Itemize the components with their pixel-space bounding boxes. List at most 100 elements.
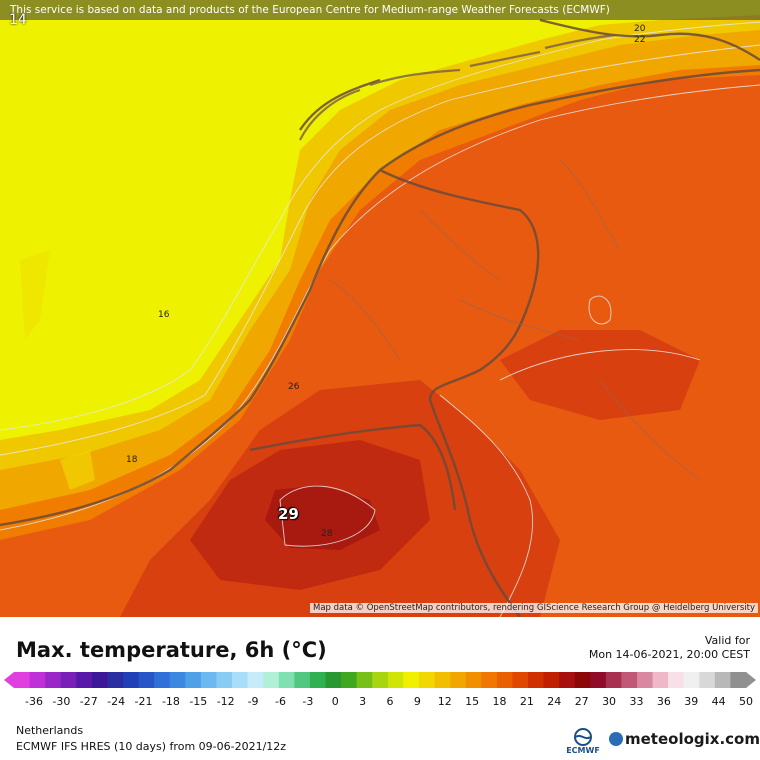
region-name: Netherlands bbox=[16, 724, 84, 737]
scale-swatch bbox=[481, 672, 498, 688]
scale-swatch bbox=[278, 672, 295, 688]
scale-tick-label: 9 bbox=[414, 695, 421, 708]
color-scale: -36 -30 -27 -24 -21 -18 -15 -12 -9 -6 -3 0 3 6 9 12 15 18… bbox=[0, 670, 760, 718]
scale-swatch bbox=[263, 672, 280, 688]
scale-swatch bbox=[699, 672, 716, 688]
scale-arrow-right bbox=[746, 672, 756, 688]
scale-arrow-left bbox=[4, 672, 14, 688]
scale-swatch bbox=[434, 672, 451, 688]
temperature-map[interactable]: This service is based on data and produc… bbox=[0, 0, 760, 617]
scale-tick-label: 50 bbox=[739, 695, 753, 708]
scale-swatch bbox=[294, 672, 311, 688]
ecmwf-logo[interactable]: ECMWF bbox=[563, 727, 603, 757]
scale-swatch bbox=[372, 672, 389, 688]
valid-for-label: Valid for bbox=[704, 634, 750, 647]
scale-tick-label: -15 bbox=[189, 695, 207, 708]
scale-swatch bbox=[668, 672, 685, 688]
scale-tick-label: -9 bbox=[248, 695, 259, 708]
scale-swatch bbox=[45, 672, 62, 688]
brand-name: meteologix.com bbox=[625, 730, 760, 748]
scale-tick-label: 27 bbox=[575, 695, 589, 708]
scale-swatch bbox=[496, 672, 513, 688]
ecmwf-logo-icon bbox=[574, 728, 592, 746]
scale-tick-label: 44 bbox=[712, 695, 726, 708]
scale-swatch bbox=[574, 672, 591, 688]
scale-swatch bbox=[14, 672, 31, 688]
map-canvas bbox=[0, 0, 760, 617]
contour-label: 22 bbox=[634, 35, 646, 45]
valid-date: Mon 14-06-2021, 20:00 CEST bbox=[588, 648, 750, 661]
scale-swatch bbox=[247, 672, 264, 688]
scale-tick-label: -30 bbox=[52, 695, 70, 708]
scale-swatch bbox=[60, 672, 77, 688]
map-title: Max. temperature, 6h (°C) bbox=[16, 638, 327, 662]
banner-text: This service is based on data and produc… bbox=[10, 4, 610, 16]
scale-tick-label: 36 bbox=[657, 695, 671, 708]
scale-tick-label: -6 bbox=[275, 695, 286, 708]
scale-tick-label: 6 bbox=[387, 695, 394, 708]
scale-tick-label: -18 bbox=[162, 695, 180, 708]
scale-swatch bbox=[138, 672, 155, 688]
scale-swatch bbox=[76, 672, 93, 688]
meteologix-logo[interactable]: meteologix.com bbox=[609, 730, 760, 748]
scale-swatch bbox=[309, 672, 326, 688]
scale-swatch bbox=[29, 672, 46, 688]
scale-tick-label: 18 bbox=[493, 695, 507, 708]
scale-swatch bbox=[652, 672, 669, 688]
scale-swatch bbox=[185, 672, 202, 688]
scale-swatch bbox=[387, 672, 404, 688]
scale-swatch bbox=[605, 672, 622, 688]
scale-swatch bbox=[91, 672, 108, 688]
scale-tick-label: -27 bbox=[80, 695, 98, 708]
scale-tick-label: 33 bbox=[629, 695, 643, 708]
scale-tick-label: 15 bbox=[465, 695, 479, 708]
scale-tick-label: -3 bbox=[302, 695, 313, 708]
contour-label: 28 bbox=[321, 529, 333, 539]
scale-tick-label: -24 bbox=[107, 695, 125, 708]
contour-label: 16 bbox=[158, 310, 170, 320]
contour-label: 20 bbox=[634, 24, 646, 34]
max-temperature-label: 29 bbox=[278, 505, 299, 523]
scale-swatch bbox=[730, 672, 747, 688]
scale-swatch bbox=[559, 672, 576, 688]
scale-swatch bbox=[232, 672, 249, 688]
scale-swatch bbox=[512, 672, 529, 688]
contour-label: 26 bbox=[288, 382, 300, 392]
scale-swatch bbox=[450, 672, 467, 688]
scale-tick-label: 3 bbox=[359, 695, 366, 708]
meteologix-icon bbox=[609, 732, 623, 746]
scale-swatch bbox=[590, 672, 607, 688]
scale-swatch bbox=[403, 672, 420, 688]
scale-swatch bbox=[123, 672, 140, 688]
contour-label: 18 bbox=[126, 455, 138, 465]
scale-tick-label: 30 bbox=[602, 695, 616, 708]
scale-swatch bbox=[621, 672, 638, 688]
scale-swatch bbox=[636, 672, 654, 688]
model-run-info: ECMWF IFS HRES (10 days) from 09-06-2021… bbox=[16, 740, 287, 753]
scale-swatch bbox=[714, 672, 731, 688]
scale-swatch bbox=[341, 672, 358, 688]
scale-swatch bbox=[200, 672, 217, 688]
scale-swatch bbox=[325, 672, 342, 688]
corner-value-label: 14 bbox=[9, 12, 27, 28]
scale-swatch bbox=[169, 672, 186, 688]
scale-swatch bbox=[356, 672, 373, 688]
scale-swatch bbox=[418, 672, 436, 688]
map-attribution[interactable]: Map data © OpenStreetMap contributors, r… bbox=[310, 603, 758, 613]
scale-tick-label: 39 bbox=[684, 695, 698, 708]
ecmwf-logo-text: ECMWF bbox=[566, 746, 600, 755]
scale-tick-label: 12 bbox=[438, 695, 452, 708]
scale-swatch bbox=[683, 672, 700, 688]
scale-swatch bbox=[543, 672, 560, 688]
scale-tick-label: -21 bbox=[135, 695, 153, 708]
scale-tick-label: 0 bbox=[332, 695, 339, 708]
scale-tick-label: 24 bbox=[547, 695, 561, 708]
scale-swatch bbox=[527, 672, 545, 688]
scale-tick-label: 21 bbox=[520, 695, 534, 708]
scale-tick-label: -12 bbox=[217, 695, 235, 708]
scale-swatch bbox=[154, 672, 171, 688]
scale-tick-label: -36 bbox=[25, 695, 43, 708]
scale-swatch bbox=[465, 672, 482, 688]
ecmwf-banner: This service is based on data and produc… bbox=[0, 0, 760, 20]
color-scale-bar: -36 -30 -27 -24 -21 -18 -15 -12 -9 -6 -3 0 3 6 9 12 15 18… bbox=[4, 672, 756, 708]
